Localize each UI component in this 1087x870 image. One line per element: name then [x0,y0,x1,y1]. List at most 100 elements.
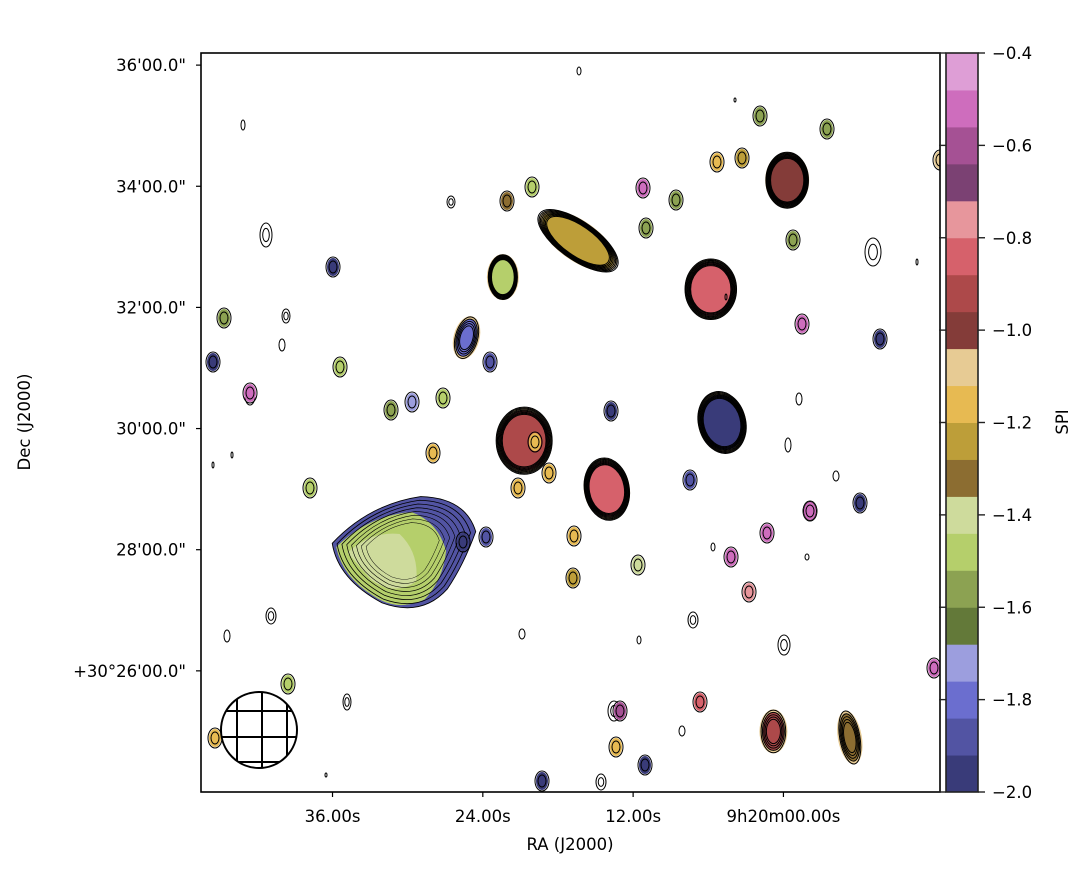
contour-line [539,211,617,271]
colorbar-segment [946,348,978,387]
y-axis-label: Dec (J2000) [15,374,34,471]
small-source [734,147,750,169]
source-fill [768,155,807,206]
colorbar-segment [946,607,978,645]
colorbar-tick-label: −1.2 [992,414,1032,433]
small-source [741,581,757,603]
contour-line [761,711,785,751]
colorbar-segment [946,533,978,571]
sources-layer [205,66,940,792]
contour-line [697,391,747,454]
small-source [280,673,296,695]
colorbar-tick-label: −1.4 [992,506,1032,525]
source-blue-green-small [452,316,481,360]
x-axis-label: RA (J2000) [526,835,613,854]
faint-contour [710,542,716,552]
colorbar-segment [946,89,978,128]
faint-contour [595,773,607,791]
colorbar-segment [946,163,978,202]
contour-line [496,407,552,474]
source-fill [700,394,744,451]
colorbar-tick-label: −2.0 [992,783,1032,802]
colorbar-segment [946,311,978,350]
source-fill [499,410,550,471]
colorbar-segment [946,718,978,756]
contour-line [770,157,805,203]
contour-line [686,261,735,318]
colorbar-tick-label: −0.4 [992,44,1032,63]
small-source [603,400,619,422]
faint-contour [223,629,231,643]
contour-line [702,397,742,448]
contour-line [689,264,733,315]
source-fill [586,461,628,517]
small-source [478,526,494,548]
contour-line [765,718,781,745]
colorbar-segment [946,422,978,460]
contour-line [541,212,615,270]
contour-line [698,392,746,453]
contour-line [839,713,861,762]
faint-contour [281,308,291,324]
contour-line [701,395,743,450]
small-source [723,546,739,568]
contour-line [765,151,809,209]
faint-contour [636,635,642,645]
colorbar-tick-label: −0.8 [992,229,1032,248]
x-tick-label: 36.00s [305,807,361,826]
small-source [635,177,651,199]
contour-line [687,262,734,317]
y-tick-label: 34'00.0" [116,177,186,196]
contour-line [690,265,732,314]
contour-line [685,259,737,320]
small-source [692,691,708,713]
colorbar-segment [946,755,978,793]
faint-contour [342,693,352,711]
faint-contour [278,338,286,352]
plot-background [201,53,940,792]
contour-line [699,393,745,452]
contour-line [500,412,548,469]
colorbar-tick-label: −1.6 [992,598,1032,617]
small-source [709,151,725,173]
contour-line [586,461,628,517]
source-fill [762,712,785,751]
contour-line [457,323,476,353]
contour-line [768,156,806,205]
small-source [216,307,232,329]
source-blue-double [697,391,747,454]
faint-contour [240,119,246,131]
small-source [435,387,451,409]
small-source [612,700,628,722]
contour-line [499,410,550,471]
contour-line [698,393,746,452]
colorbar-segment [946,274,978,313]
contour-line [361,518,445,584]
contour-line [331,496,477,609]
colorbar-segment [946,385,978,423]
faint-contour [687,611,699,629]
y-tick-label: 36'00.0" [116,56,186,75]
small-source [499,190,515,212]
small-source [527,431,543,453]
small-source [852,492,868,514]
small-source [608,736,624,758]
contour-line [537,209,619,273]
source-gold-green-south [837,710,863,765]
x-tick-label: 9h20m00.00s [727,807,841,826]
contour-line [542,213,614,269]
colorbar-segment [946,53,978,91]
x-axis: 36.00s 24.00s 12.00s 9h20m00.00s [305,792,841,826]
contour-line [587,462,627,516]
source-gold-elongated [537,209,619,273]
contour-line [490,259,515,296]
contour-line [585,459,629,519]
small-source [207,727,223,749]
small-source [802,500,818,522]
contour-line [841,718,858,756]
contour-line [838,710,862,765]
contour-line [336,499,471,605]
small-source [482,351,498,373]
contour-line [768,155,807,206]
